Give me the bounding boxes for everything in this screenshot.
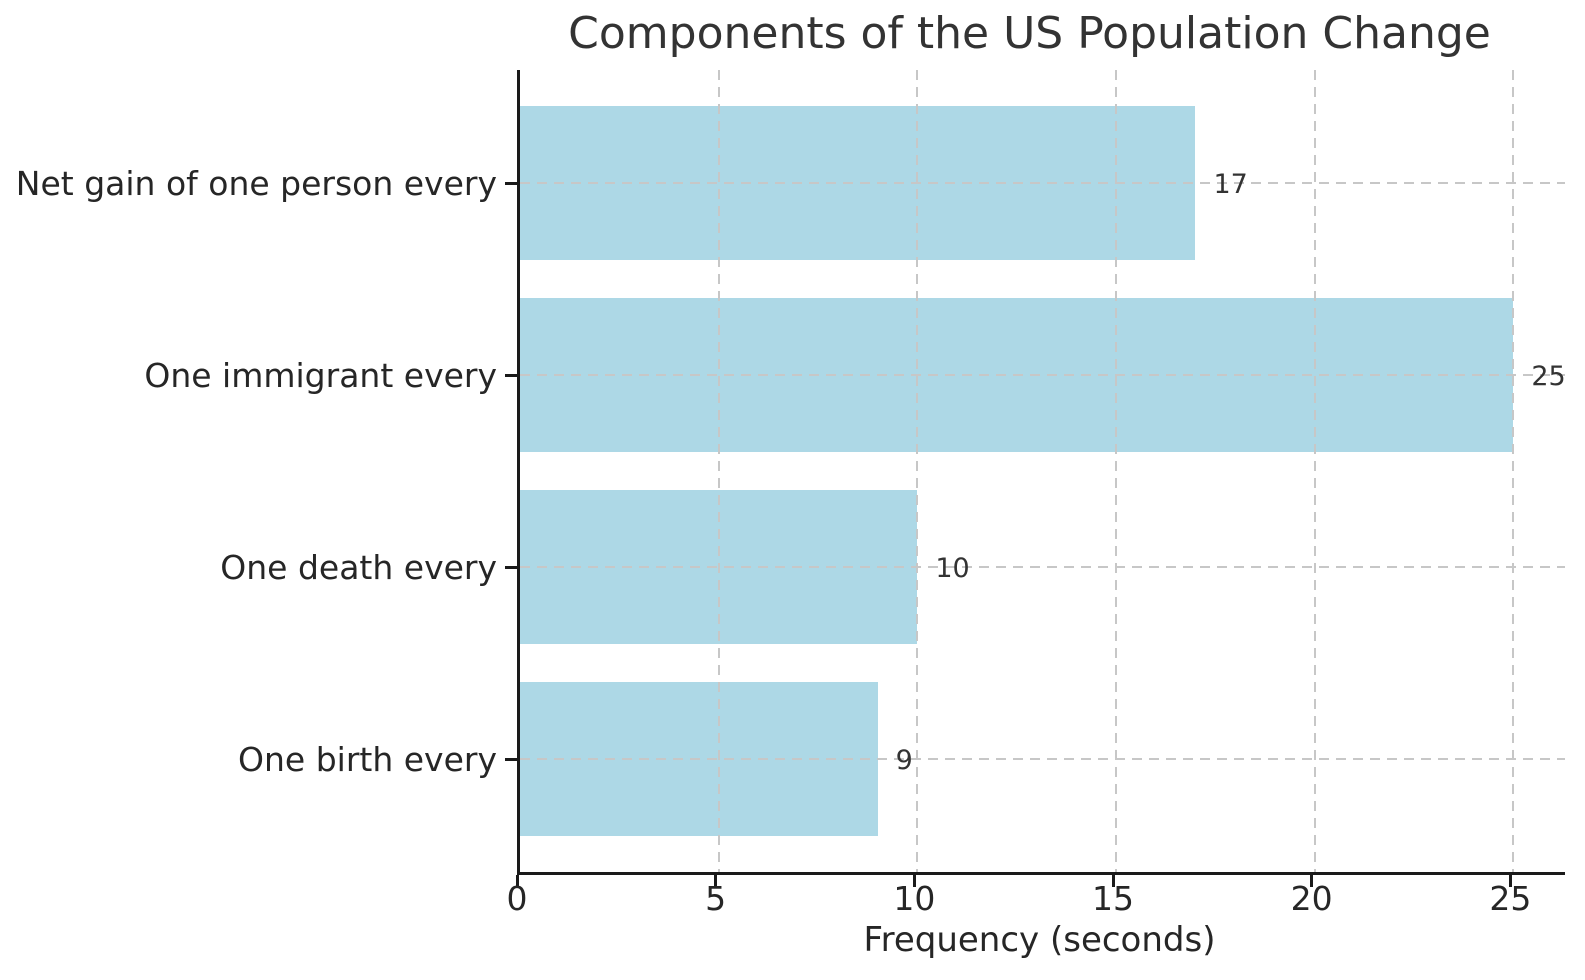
x-tick-mark — [515, 875, 519, 887]
x-tick-mark — [714, 875, 718, 887]
gridline-horizontal — [520, 182, 1565, 184]
x-tick-label: 20 — [1290, 879, 1333, 918]
bar-value-label: 10 — [935, 553, 970, 584]
x-tick-label: 15 — [1092, 879, 1134, 918]
y-tick-mark — [505, 373, 517, 377]
x-tick-label: 5 — [705, 879, 727, 918]
y-category-label: One death every — [220, 548, 497, 587]
y-category-label: One immigrant every — [144, 356, 497, 395]
gridline-vertical — [1313, 70, 1316, 872]
x-tick-label: 0 — [506, 879, 528, 918]
bar-value-label: 9 — [895, 745, 913, 776]
gridline-horizontal — [520, 566, 1565, 568]
gridline-horizontal — [520, 374, 1565, 376]
x-tick-label: 10 — [893, 879, 936, 918]
y-tick-mark — [505, 565, 517, 569]
plot-area: 17 25 10 9 — [517, 70, 1566, 875]
y-category-label: One birth every — [238, 740, 497, 779]
x-tick-mark — [1508, 875, 1512, 887]
y-tick-mark — [505, 181, 517, 185]
y-category-label: Net gain of one person every — [15, 164, 497, 203]
x-tick-mark — [912, 875, 916, 887]
bar-value-label: 17 — [1213, 169, 1248, 200]
gridline-vertical — [1512, 70, 1515, 872]
x-tick-mark — [1310, 875, 1314, 887]
gridline-horizontal — [520, 758, 1565, 760]
bar-value-label: 25 — [1531, 361, 1566, 392]
gridline-vertical — [717, 70, 720, 872]
x-axis-label: Frequency (seconds) — [863, 920, 1216, 960]
gridline-vertical — [1115, 70, 1117, 872]
chart-title: Components of the US Population Change — [568, 8, 1491, 59]
x-tick-mark — [1111, 875, 1115, 887]
x-tick-label: 25 — [1489, 879, 1532, 918]
y-tick-mark — [505, 757, 517, 761]
gridline-vertical — [916, 70, 919, 872]
